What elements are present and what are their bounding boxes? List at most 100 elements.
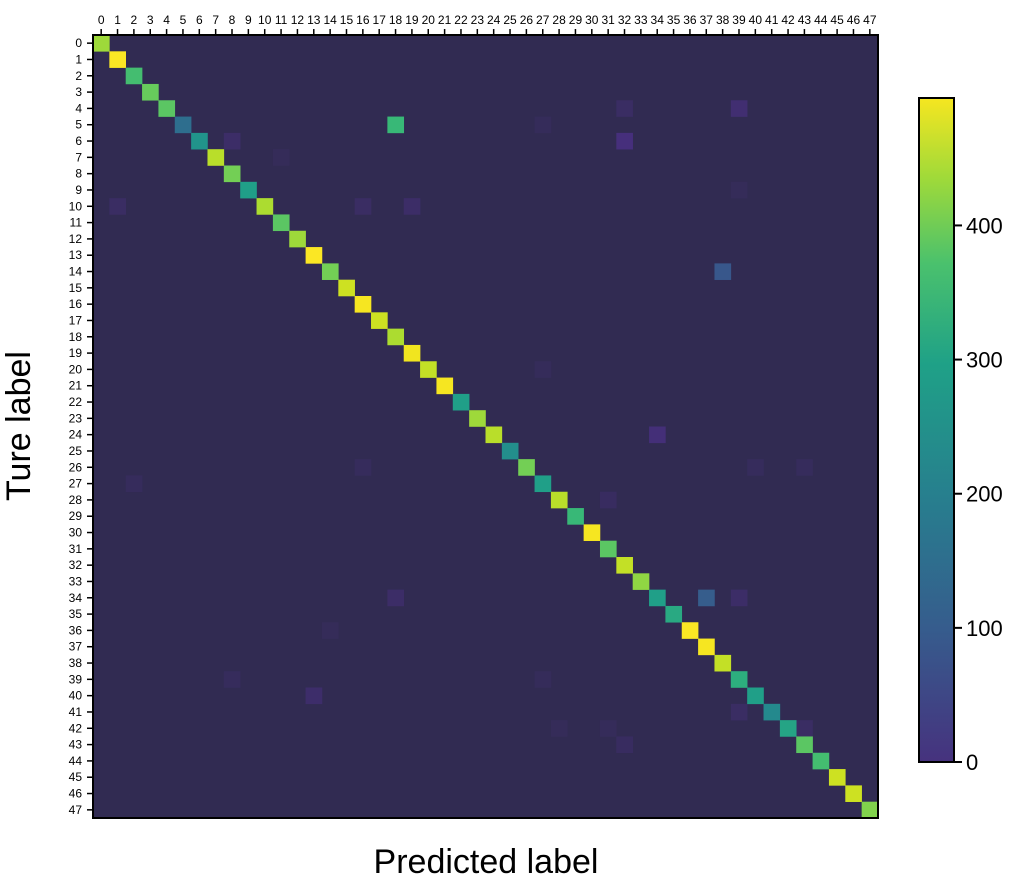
heatmap-cell-24-24 bbox=[485, 426, 503, 444]
colorbar-tick-label: 400 bbox=[966, 213, 1003, 238]
colorbar-gradient bbox=[919, 98, 954, 762]
heatmap-cell-34-39 bbox=[730, 589, 748, 607]
heatmap-cell-9-39 bbox=[730, 181, 748, 199]
y-tick-label: 41 bbox=[69, 705, 83, 719]
x-tick-label: 22 bbox=[454, 13, 468, 27]
colorbar-frame bbox=[918, 97, 955, 763]
heatmap-cell-10-1 bbox=[109, 198, 126, 215]
x-tick-label: 17 bbox=[373, 13, 387, 27]
heatmap-cell-10-19 bbox=[403, 198, 421, 215]
x-tick-label: 47 bbox=[863, 13, 877, 27]
heatmap-cell-12-12 bbox=[289, 230, 306, 248]
heatmap-cell-9-9 bbox=[240, 181, 257, 199]
y-tick-label: 31 bbox=[69, 542, 83, 556]
heatmap-cell-44-44 bbox=[812, 752, 830, 770]
heatmap-cell-43-32 bbox=[616, 736, 633, 754]
heatmap-cell-18-18 bbox=[387, 328, 405, 346]
heatmap-cell-14-14 bbox=[321, 263, 339, 280]
y-tick-label: 30 bbox=[69, 526, 83, 540]
x-tick-label: 32 bbox=[618, 13, 632, 27]
heatmap-cell-40-13 bbox=[305, 687, 323, 705]
x-tick-label: 42 bbox=[781, 13, 795, 27]
y-tick-label: 45 bbox=[69, 770, 83, 784]
x-tick-label: 36 bbox=[683, 13, 697, 27]
y-tick-label: 22 bbox=[69, 395, 83, 409]
heatmap-cell-21-21 bbox=[436, 377, 454, 395]
heatmap-cell-47-47 bbox=[861, 801, 879, 819]
y-tick-label: 0 bbox=[75, 36, 82, 50]
y-tick-label: 16 bbox=[69, 297, 83, 311]
heatmap-cell-28-31 bbox=[599, 491, 617, 509]
y-tick-label: 15 bbox=[69, 281, 83, 295]
y-tick-label: 42 bbox=[69, 721, 83, 735]
heatmap-cell-43-43 bbox=[796, 736, 813, 754]
y-tick-label: 5 bbox=[75, 118, 82, 132]
y-tick-label: 47 bbox=[69, 803, 83, 817]
y-tick-label: 1 bbox=[75, 52, 82, 66]
x-tick-label: 30 bbox=[585, 13, 599, 27]
heatmap-cell-10-10 bbox=[256, 198, 274, 215]
x-tick-label: 0 bbox=[98, 13, 105, 27]
x-tick-label: 7 bbox=[212, 13, 219, 27]
heatmap-cell-1-1 bbox=[109, 51, 126, 68]
heatmap-cell-15-15 bbox=[338, 279, 355, 297]
heatmap-cell-6-8 bbox=[223, 132, 241, 150]
heatmap-cell-19-19 bbox=[403, 344, 421, 362]
x-tick-label: 44 bbox=[814, 13, 828, 27]
x-tick-label: 40 bbox=[749, 13, 763, 27]
heatmap-cell-8-8 bbox=[223, 165, 241, 183]
heatmap-cell-45-45 bbox=[828, 769, 846, 786]
heatmap-cell-41-39 bbox=[730, 703, 748, 721]
x-tick-label: 6 bbox=[196, 13, 203, 27]
y-tick-label: 40 bbox=[69, 689, 83, 703]
heatmap-cell-32-32 bbox=[616, 557, 633, 574]
y-tick-label: 13 bbox=[69, 248, 83, 262]
plot-frame bbox=[92, 34, 879, 819]
x-tick-label: 31 bbox=[601, 13, 615, 27]
heatmap-cell-4-32 bbox=[616, 100, 633, 117]
x-tick-label: 41 bbox=[765, 13, 779, 27]
heatmap-cell-0-0 bbox=[93, 35, 110, 52]
heatmap-cell-42-42 bbox=[779, 720, 797, 737]
x-tick-label: 21 bbox=[438, 13, 452, 27]
colorbar-tick-label: 0 bbox=[966, 750, 978, 775]
y-tick-label: 3 bbox=[75, 85, 82, 99]
y-tick-label: 34 bbox=[69, 591, 83, 605]
heatmap-cells bbox=[93, 35, 879, 819]
heatmap-cell-6-32 bbox=[616, 132, 633, 150]
y-axis-ticks: 0123456789101112131415161718192021222324… bbox=[69, 36, 93, 817]
x-tick-label: 25 bbox=[503, 13, 517, 27]
y-tick-label: 43 bbox=[69, 738, 83, 752]
colorbar-tick-label: 300 bbox=[966, 348, 1003, 373]
y-tick-label: 4 bbox=[75, 101, 82, 115]
x-tick-label: 38 bbox=[716, 13, 730, 27]
heatmap-cell-5-18 bbox=[387, 116, 405, 134]
x-tick-label: 33 bbox=[634, 13, 648, 27]
x-tick-label: 45 bbox=[830, 13, 844, 27]
heatmap-cell-5-5 bbox=[174, 116, 192, 134]
y-tick-label: 6 bbox=[75, 134, 82, 148]
y-tick-label: 35 bbox=[69, 607, 83, 621]
heatmap-cell-26-26 bbox=[518, 459, 535, 476]
heatmap-cell-14-38 bbox=[714, 263, 732, 280]
x-tick-label: 28 bbox=[552, 13, 566, 27]
y-tick-label: 36 bbox=[69, 623, 83, 637]
heatmap-cell-26-40 bbox=[747, 459, 764, 476]
heatmap-cell-31-31 bbox=[599, 540, 617, 558]
colorbar-tick-label: 200 bbox=[966, 482, 1003, 507]
y-tick-label: 39 bbox=[69, 672, 83, 686]
y-tick-label: 17 bbox=[69, 313, 83, 327]
heatmap-cell-36-14 bbox=[321, 622, 339, 639]
y-tick-label: 26 bbox=[69, 460, 83, 474]
y-tick-label: 44 bbox=[69, 754, 83, 768]
heatmap-cell-34-37 bbox=[698, 589, 715, 607]
x-tick-label: 3 bbox=[147, 13, 154, 27]
heatmap-cell-42-43 bbox=[796, 720, 813, 737]
heatmap-cell-7-7 bbox=[207, 149, 225, 166]
heatmap-cell-40-40 bbox=[747, 687, 764, 705]
y-tick-label: 11 bbox=[70, 216, 83, 230]
x-tick-label: 16 bbox=[356, 13, 370, 27]
x-tick-label: 23 bbox=[471, 13, 485, 27]
x-tick-label: 14 bbox=[323, 13, 337, 27]
heatmap-cell-38-38 bbox=[714, 654, 732, 672]
